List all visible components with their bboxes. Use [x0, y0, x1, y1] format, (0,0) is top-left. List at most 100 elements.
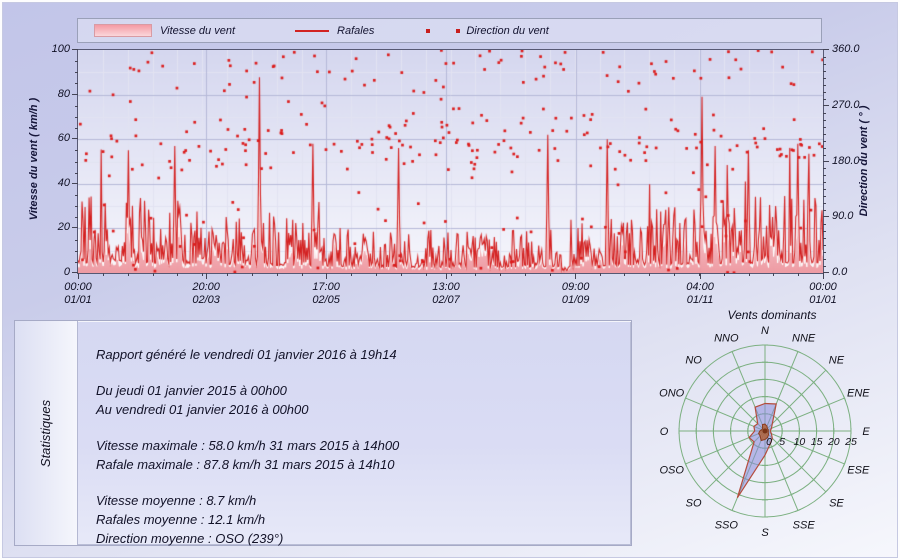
rose-direction-label: O: [660, 426, 669, 438]
rose-spoke: [685, 397, 766, 432]
avg-direction-line: Direction moyenne : OSO (239°): [96, 531, 284, 546]
statistics-panel: Statistiques Rapport généré le vendredi …: [14, 320, 632, 546]
y-left-major-tick: [72, 138, 78, 140]
y-left-tick-label: 20: [57, 221, 70, 234]
y-left-minor-tick: [75, 250, 78, 252]
rose-spoke-tick: [699, 401, 704, 408]
y-right-minor-tick: [823, 189, 826, 191]
rose-direction-label: NNE: [792, 333, 816, 345]
rose-spoke-tick: [750, 416, 756, 422]
y-right-minor-tick: [823, 224, 826, 226]
y-right-major-tick: [823, 272, 829, 273]
gusts-line-swatch-icon: [295, 29, 330, 32]
x-minor-tick: [251, 273, 253, 276]
x-minor-tick: [227, 273, 228, 276]
x-tick-label: 17:00 02/05: [292, 281, 360, 307]
y-left-minor-tick: [75, 72, 78, 74]
x-major-tick: [575, 273, 577, 279]
rose-spoke: [764, 430, 845, 465]
y-left-minor-tick: [75, 172, 78, 174]
rose-spoke-tick: [826, 401, 831, 408]
y-left-minor-tick: [75, 128, 78, 130]
rose-spoke-tick: [742, 381, 749, 385]
rose-radial-label: 15: [811, 436, 823, 448]
x-minor-tick: [450, 273, 452, 276]
rose-spoke-tick: [729, 349, 736, 354]
x-minor-tick: [326, 273, 328, 276]
y-right-minor-tick: [823, 238, 826, 240]
y-left-major-tick: [72, 93, 78, 95]
y-right-minor-tick: [823, 77, 826, 79]
rose-spoke-tick: [795, 414, 799, 421]
x-major-tick: [699, 273, 701, 279]
x-tick-date: 01/01: [809, 294, 837, 306]
y-right-minor-tick: [823, 63, 826, 65]
legend-label-gusts: Rafales: [337, 24, 375, 37]
wind-rose-title: Vents dominants: [727, 308, 817, 322]
x-tick-time: 13:00: [432, 281, 460, 293]
rose-spoke-tick: [786, 404, 792, 410]
x-minor-tick: [475, 273, 477, 276]
rose-spoke-tick: [788, 365, 795, 370]
x-minor-tick: [301, 273, 303, 276]
y-left-minor-tick: [75, 61, 78, 63]
max-speed-value: Vitesse maximale : 58.0 km/h: [96, 438, 266, 453]
x-minor-tick: [500, 273, 502, 276]
y-right-minor-tick: [823, 56, 826, 58]
x-minor-tick: [748, 273, 750, 276]
x-tick-time: 00:00: [809, 281, 837, 293]
rose-spoke-tick: [775, 461, 782, 465]
x-tick-label: 20:00 02/03: [172, 281, 240, 307]
rose-direction-label: SSE: [793, 519, 816, 531]
legend-label-direction: Direction du vent: [466, 24, 549, 37]
rose-spoke-tick: [775, 397, 782, 401]
rose-radial-label: 5: [779, 436, 785, 448]
rose-spoke-tick: [794, 349, 801, 354]
y-right-minor-tick: [823, 147, 826, 149]
statistics-sidebar: Statistiques: [15, 321, 78, 545]
rose-spoke-tick: [781, 381, 788, 385]
y-right-minor-tick: [823, 266, 826, 268]
rose-radial-label: 20: [827, 436, 840, 448]
y-left-minor-tick: [75, 83, 78, 85]
wind-speed-area-swatch-icon: [94, 24, 152, 37]
y-right-major-tick: [823, 104, 829, 106]
rose-spoke-tick: [735, 365, 742, 370]
rose-direction-label: S: [761, 527, 769, 539]
wind-timeseries-canvas: [78, 50, 823, 273]
x-tick-date: 01/09: [561, 294, 590, 306]
x-minor-tick: [351, 273, 353, 276]
rose-direction-label: N: [761, 325, 769, 337]
rose-spoke-tick: [799, 465, 804, 470]
rose-direction-label: ONO: [659, 387, 685, 399]
y-left-tick-label: 40: [57, 176, 70, 189]
report-generated-line: Rapport généré le vendredi 01 janvier 20…: [96, 347, 397, 362]
y-right-minor-tick: [823, 231, 826, 233]
avg-speed-line: Vitesse moyenne : 8.7 km/h: [96, 493, 257, 508]
x-minor-tick: [649, 273, 651, 276]
y-left-major-tick: [72, 49, 78, 50]
y-right-minor-tick: [823, 140, 826, 142]
y-right-minor-tick: [823, 154, 826, 156]
y-left-minor-tick: [75, 206, 78, 208]
y-right-axis-title: Direction du vent ( ° ): [858, 105, 870, 217]
rose-spoke-tick: [713, 477, 719, 483]
y-left-minor-tick: [75, 150, 78, 152]
statistics-sidebar-label: Statistiques: [38, 399, 54, 467]
y-left-minor-tick: [75, 161, 78, 163]
rose-spoke-tick: [842, 395, 847, 402]
rose-spoke-tick: [823, 367, 829, 373]
rose-spoke-tick: [811, 379, 817, 385]
y-right-major-tick: [823, 160, 829, 162]
x-minor-tick: [549, 273, 551, 276]
rose-spoke-tick: [811, 477, 817, 483]
rose-direction-label: ENE: [847, 387, 870, 399]
rose-spoke-tick: [726, 392, 731, 397]
x-tick-time: 04:00: [686, 281, 714, 293]
rose-spoke-tick: [731, 414, 735, 421]
rose-direction-label: NO: [685, 355, 702, 367]
max-gust-value: Rafale maximale : 87.8 km/h: [96, 457, 261, 472]
x-major-tick: [325, 273, 327, 279]
rose-direction-label: ESE: [847, 465, 870, 477]
